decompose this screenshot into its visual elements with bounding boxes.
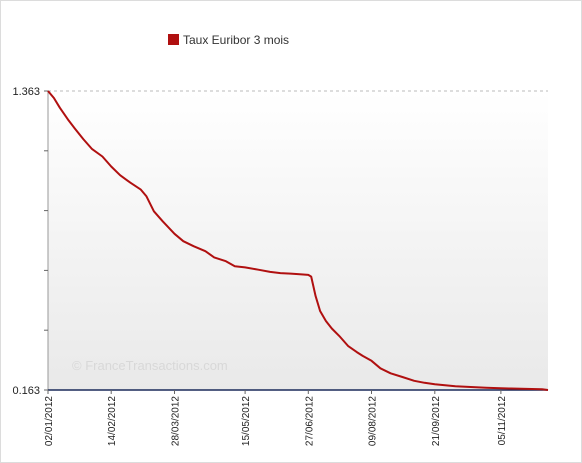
x-tick-label: 21/09/2012 bbox=[431, 396, 442, 446]
x-tick-label: 05/11/2012 bbox=[497, 396, 508, 446]
x-axis-tick-labels: 02/01/2012 14/02/2012 28/03/2012 15/05/2012… bbox=[44, 390, 508, 446]
series-layer bbox=[47, 90, 549, 391]
y-tick-label-min: 0.163 bbox=[12, 385, 40, 397]
x-tick-label: 28/03/2012 bbox=[171, 396, 182, 446]
x-tick-label: 27/06/2012 bbox=[304, 396, 315, 446]
plot-area bbox=[48, 91, 548, 390]
x-tick-label: 02/01/2012 bbox=[44, 396, 55, 446]
x-tick-label: 09/08/2012 bbox=[368, 396, 379, 446]
watermark: © FranceTransactions.com bbox=[72, 358, 228, 373]
legend: Taux Euribor 3 mois bbox=[168, 33, 289, 47]
y-tick-label-max: 1.363 bbox=[12, 86, 40, 98]
x-tick-label: 14/02/2012 bbox=[107, 396, 118, 446]
series-line-euribor bbox=[47, 90, 549, 391]
x-tick-label: 15/05/2012 bbox=[241, 396, 252, 446]
y-axis-ticks bbox=[44, 90, 48, 391]
legend-label: Taux Euribor 3 mois bbox=[183, 33, 289, 47]
legend-swatch bbox=[168, 34, 179, 45]
